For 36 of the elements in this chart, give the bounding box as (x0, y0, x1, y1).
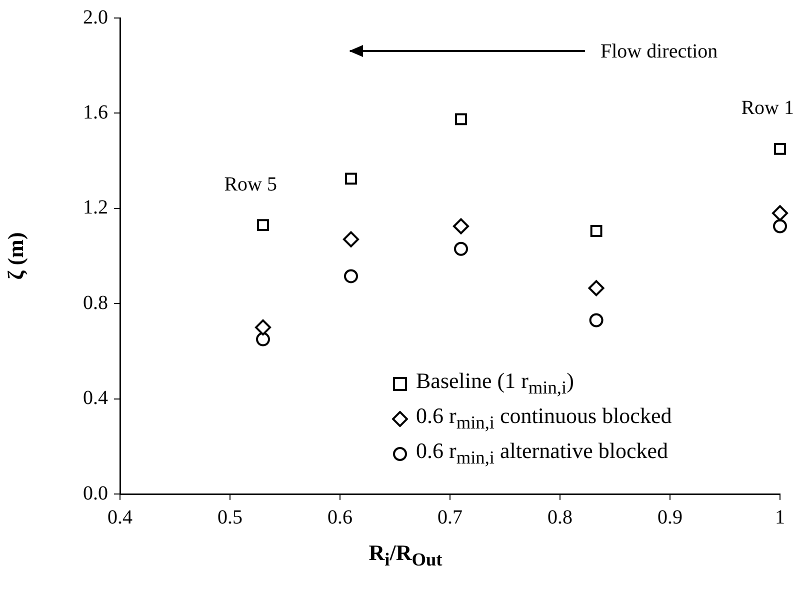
point (453, 218, 469, 234)
point (454, 242, 468, 256)
point (772, 205, 788, 222)
point (255, 319, 271, 336)
x-tick-label: 0.9 (658, 506, 682, 528)
point (344, 269, 358, 284)
point (345, 172, 357, 185)
x-tick-label: 0.6 (328, 506, 352, 528)
annotation: Row 1 (741, 97, 794, 120)
y-tick-label: 0.8 (83, 292, 108, 314)
point (590, 225, 602, 237)
annotation: Flow direction (600, 40, 718, 62)
x-tick-label: 0.4 (108, 506, 132, 528)
point (257, 219, 269, 232)
point (343, 231, 359, 248)
y-axis-title: ζ (m) (2, 232, 28, 280)
point (773, 219, 787, 234)
x-tick-label: 0.8 (548, 506, 572, 528)
point (589, 313, 604, 328)
point (774, 142, 786, 155)
legend-label: Baseline (1 r$_{min,i}$) (416, 368, 574, 399)
y-tick-label: 1.2 (83, 196, 108, 219)
annotation: Row 5 (224, 173, 277, 196)
x-tick-label: 0.5 (218, 506, 242, 528)
point (256, 332, 270, 346)
y-tick-label: 0.0 (83, 482, 108, 504)
y-tick-label: 2.0 (83, 6, 108, 28)
x-tick-label: 1 (775, 506, 785, 528)
legend-label: 0.6 r$_{min,i}$ continuous blocked (416, 403, 672, 434)
y-tick-label: 0.4 (83, 387, 108, 410)
point (588, 280, 604, 296)
legend-label: 0.6 r$_{min,i}$ alternative blocked (416, 438, 668, 469)
x-tick-label: 0.7 (438, 506, 462, 528)
y-tick-label: 1.6 (83, 101, 108, 124)
x-axis-title: R$_{i}$/R$_{Out}$ (368, 540, 444, 570)
point (455, 113, 467, 126)
